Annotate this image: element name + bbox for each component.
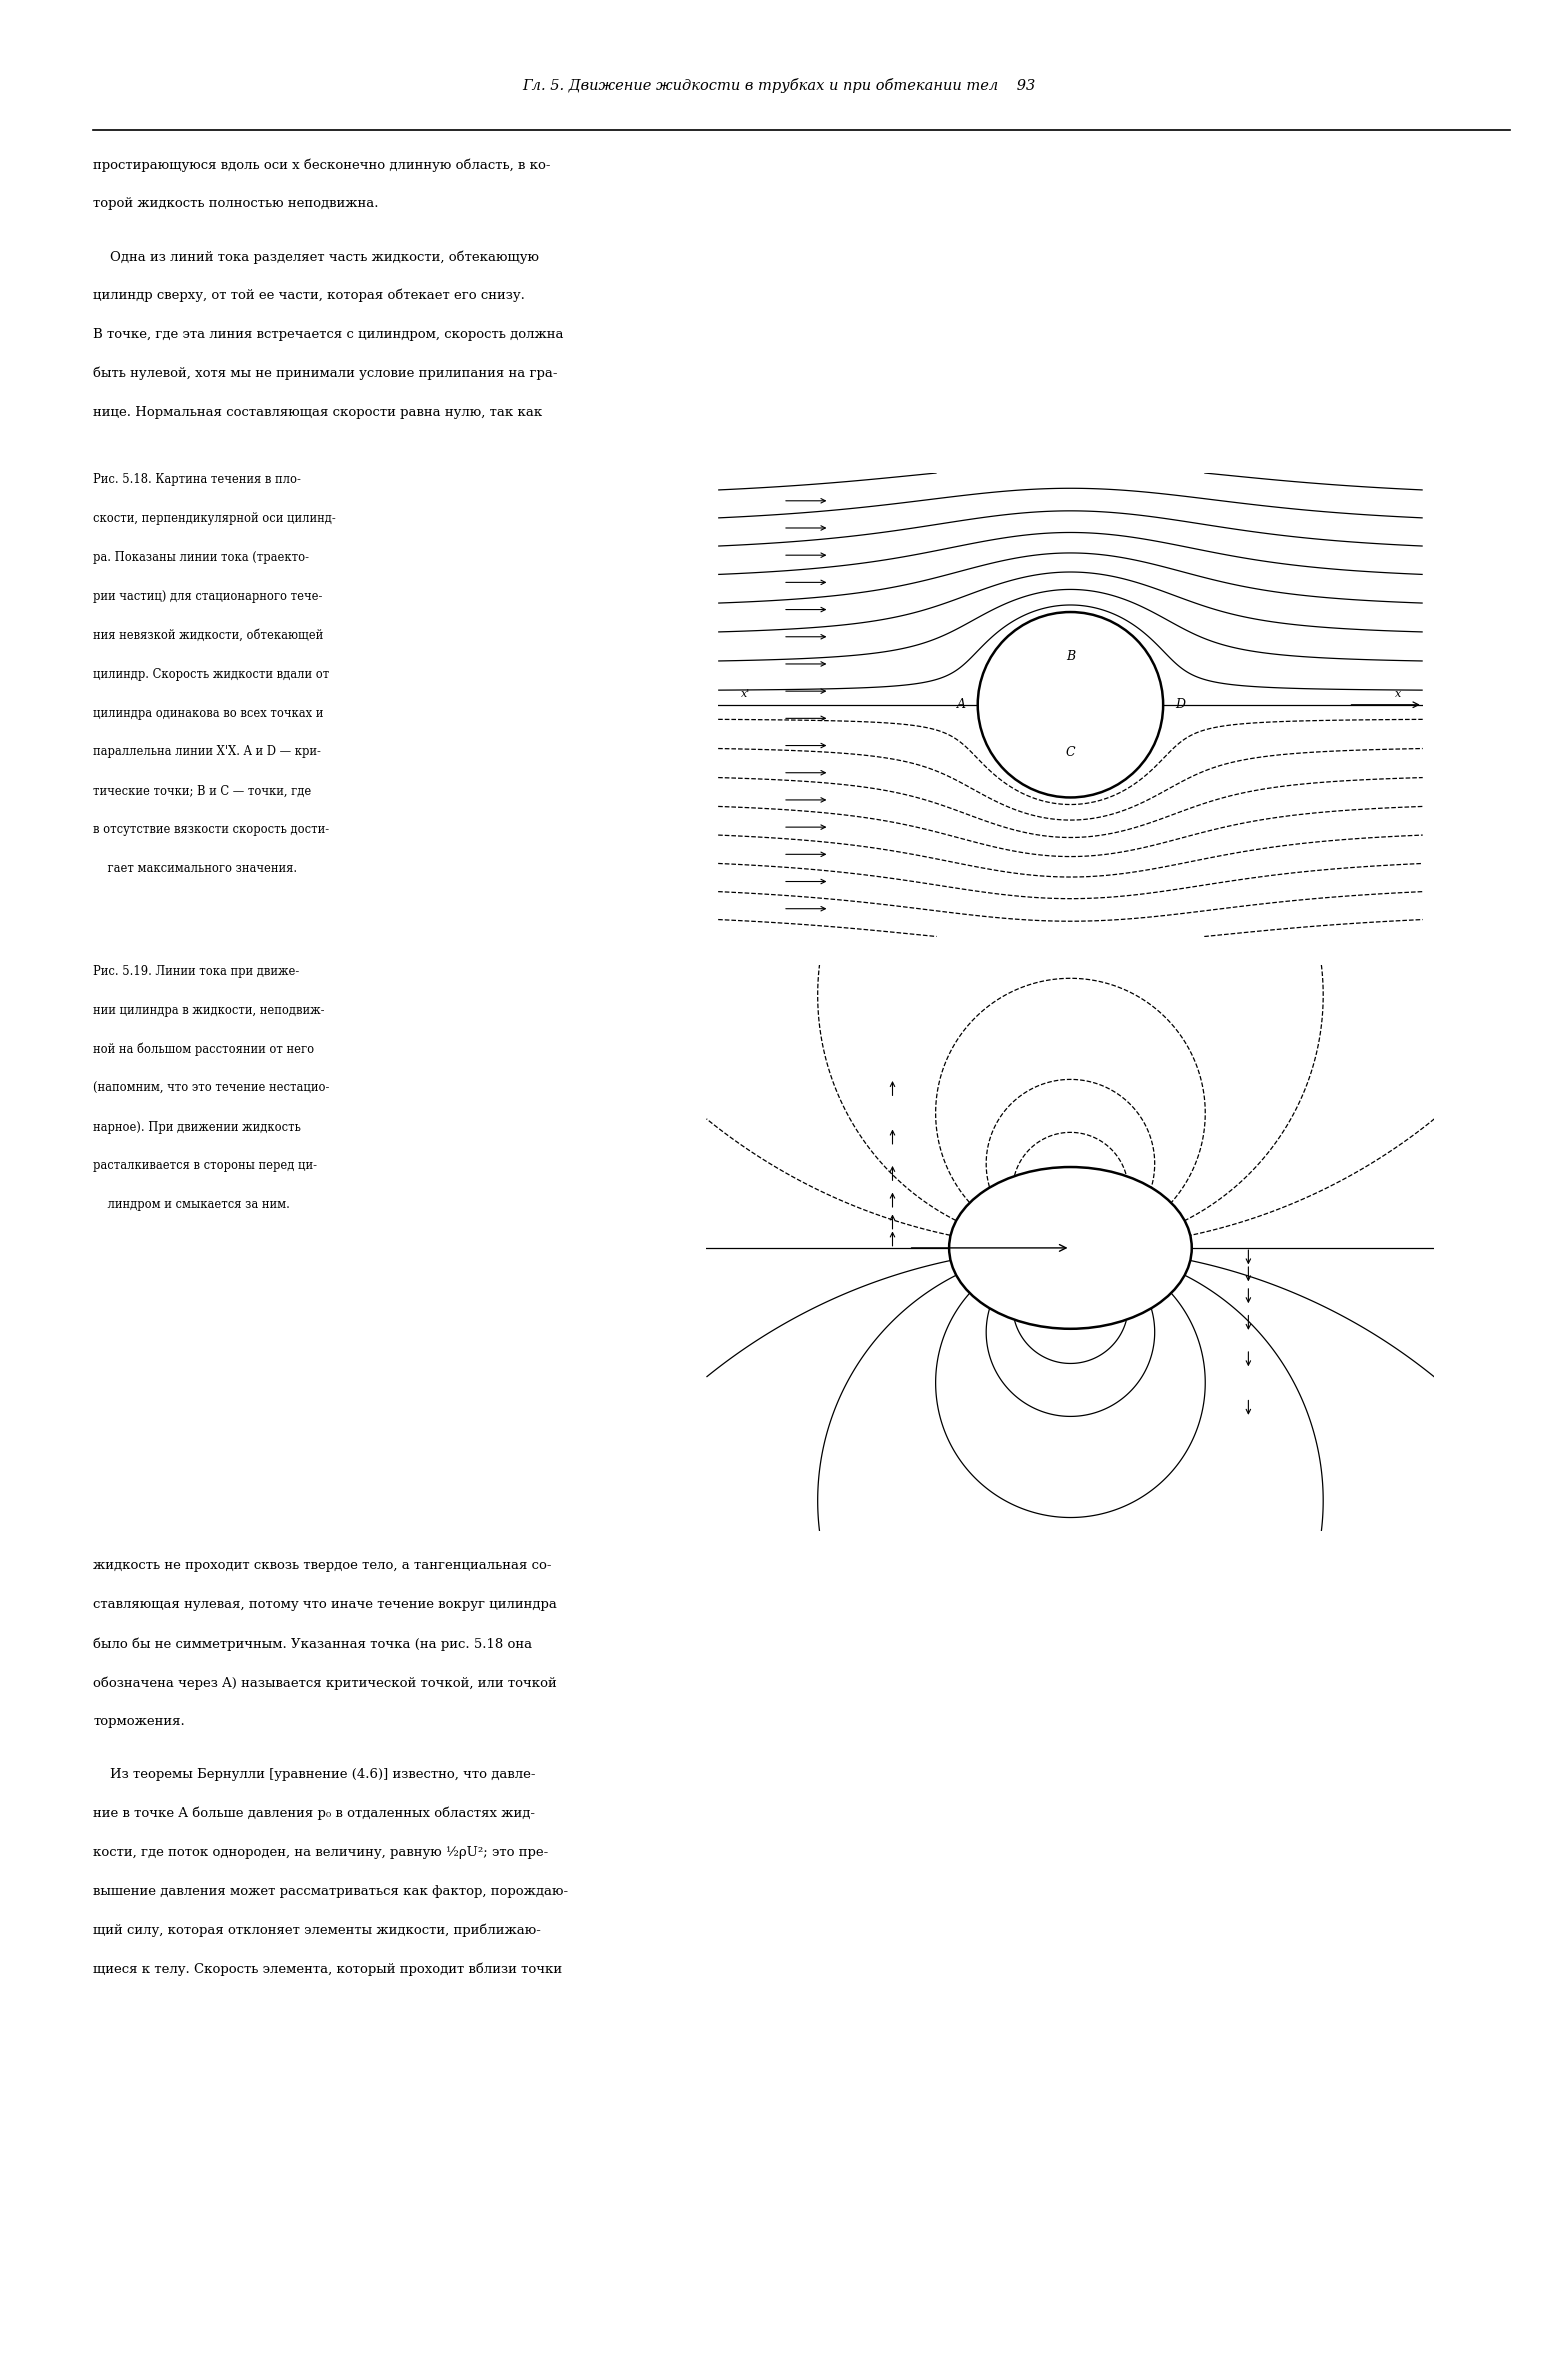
Text: B: B xyxy=(1067,651,1074,663)
Text: D: D xyxy=(1176,698,1185,712)
Text: x: x xyxy=(1395,689,1401,698)
Text: рии частиц) для стационарного тече-: рии частиц) для стационарного тече- xyxy=(93,590,322,604)
Text: C: C xyxy=(1065,745,1076,760)
Text: расталкивается в стороны перед ци-: расталкивается в стороны перед ци- xyxy=(93,1158,318,1172)
Text: нице. Нормальная составляющая скорости равна нулю, так как: нице. Нормальная составляющая скорости р… xyxy=(93,406,543,420)
Text: торможения.: торможения. xyxy=(93,1715,185,1729)
Text: цилиндр. Скорость жидкости вдали от: цилиндр. Скорость жидкости вдали от xyxy=(93,668,330,682)
Text: обозначена через A) называется критической точкой, или точкой: обозначена через A) называется критическ… xyxy=(93,1675,557,1689)
Text: цилиндр сверху, от той ее части, которая обтекает его снизу.: цилиндр сверху, от той ее части, которая… xyxy=(93,288,525,302)
Text: скости, перпендикулярной оси цилинд-: скости, перпендикулярной оси цилинд- xyxy=(93,512,336,526)
Text: цилиндра одинакова во всех точках и: цилиндра одинакова во всех точках и xyxy=(93,705,324,719)
Text: быть нулевой, хотя мы не принимали условие прилипания на гра-: быть нулевой, хотя мы не принимали услов… xyxy=(93,366,557,380)
Text: ния невязкой жидкости, обтекающей: ния невязкой жидкости, обтекающей xyxy=(93,627,324,642)
Text: жидкость не проходит сквозь твердое тело, а тангенциальная со-: жидкость не проходит сквозь твердое тело… xyxy=(93,1559,551,1573)
Text: Одна из линий тока разделяет часть жидкости, обтекающую: Одна из линий тока разделяет часть жидко… xyxy=(93,250,539,264)
Text: тические точки; B и C — точки, где: тические точки; B и C — точки, где xyxy=(93,783,311,797)
Text: Рис. 5.19. Линии тока при движе-: Рис. 5.19. Линии тока при движе- xyxy=(93,965,299,979)
Text: нии цилиндра в жидкости, неподвиж-: нии цилиндра в жидкости, неподвиж- xyxy=(93,1003,325,1017)
Text: щиеся к телу. Скорость элемента, который проходит вблизи точки: щиеся к телу. Скорость элемента, который… xyxy=(93,1963,562,1977)
Text: ной на большом расстоянии от него: ной на большом расстоянии от него xyxy=(93,1043,315,1057)
Text: простирающуюся вдоль оси x бесконечно длинную область, в ко-: простирающуюся вдоль оси x бесконечно дл… xyxy=(93,158,551,172)
Text: A: A xyxy=(956,698,965,712)
Text: x': x' xyxy=(741,689,750,698)
Text: ра. Показаны линии тока (траекто-: ра. Показаны линии тока (траекто- xyxy=(93,550,310,564)
Text: гает максимального значения.: гает максимального значения. xyxy=(93,861,297,875)
Text: Из теоремы Бернулли [уравнение (4.6)] известно, что давле-: Из теоремы Бернулли [уравнение (4.6)] из… xyxy=(93,1767,536,1781)
Ellipse shape xyxy=(950,1168,1191,1328)
Text: (напомним, что это течение нестацио-: (напомним, что это течение нестацио- xyxy=(93,1080,330,1095)
Text: вышение давления может рассматриваться как фактор, порождаю-: вышение давления может рассматриваться к… xyxy=(93,1885,568,1899)
Text: параллельна линии X'X. A и D — кри-: параллельна линии X'X. A и D — кри- xyxy=(93,745,321,760)
Text: щий силу, которая отклоняет элементы жидкости, приближаю-: щий силу, которая отклоняет элементы жид… xyxy=(93,1923,542,1937)
Text: кости, где поток однороден, на величину, равную ½ρU²; это пре-: кости, где поток однороден, на величину,… xyxy=(93,1845,548,1859)
Circle shape xyxy=(978,611,1163,797)
Text: торой жидкость полностью неподвижна.: торой жидкость полностью неподвижна. xyxy=(93,198,378,210)
Text: нарное). При движении жидкость: нарное). При движении жидкость xyxy=(93,1121,302,1135)
Text: было бы не симметричным. Указанная точка (на рис. 5.18 она: было бы не симметричным. Указанная точка… xyxy=(93,1637,532,1651)
Text: В точке, где эта линия встречается с цилиндром, скорость должна: В точке, где эта линия встречается с цил… xyxy=(93,328,564,342)
Text: Рис. 5.18. Картина течения в пло-: Рис. 5.18. Картина течения в пло- xyxy=(93,472,302,486)
Text: ние в точке A больше давления p₀ в отдаленных областях жид-: ние в точке A больше давления p₀ в отдал… xyxy=(93,1807,536,1821)
Text: в отсутствие вязкости скорость дости-: в отсутствие вязкости скорость дости- xyxy=(93,823,330,837)
Text: линдром и смыкается за ним.: линдром и смыкается за ним. xyxy=(93,1198,290,1213)
Text: ставляющая нулевая, потому что иначе течение вокруг цилиндра: ставляющая нулевая, потому что иначе теч… xyxy=(93,1597,557,1611)
Text: Гл. 5. Движение жидкости в трубках и при обтекании тел    93: Гл. 5. Движение жидкости в трубках и при… xyxy=(522,78,1035,92)
